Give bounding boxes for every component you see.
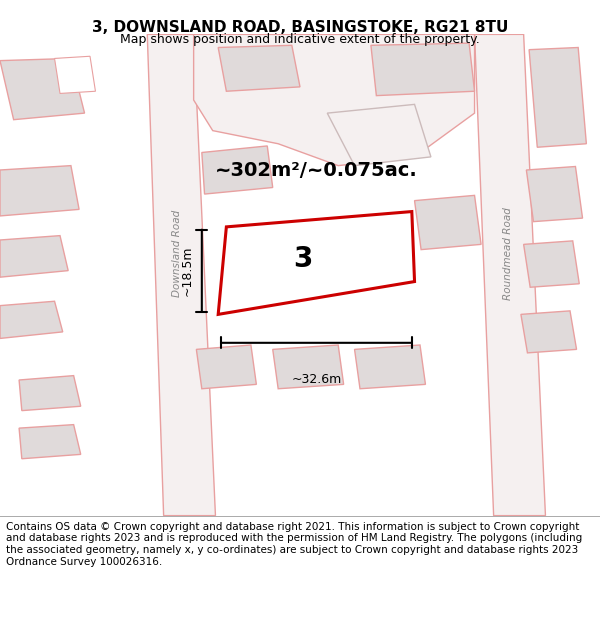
Polygon shape (475, 34, 545, 516)
Polygon shape (202, 146, 273, 194)
Polygon shape (147, 34, 215, 516)
Text: ~18.5m: ~18.5m (181, 246, 194, 296)
Polygon shape (526, 166, 583, 222)
Polygon shape (196, 345, 256, 389)
Polygon shape (194, 34, 475, 166)
Polygon shape (218, 46, 300, 91)
Polygon shape (371, 43, 475, 96)
Polygon shape (55, 56, 95, 93)
Text: Contains OS data © Crown copyright and database right 2021. This information is : Contains OS data © Crown copyright and d… (6, 522, 582, 567)
Polygon shape (19, 424, 81, 459)
Polygon shape (521, 311, 577, 353)
Text: ~32.6m: ~32.6m (291, 374, 341, 386)
Polygon shape (229, 226, 349, 301)
Text: Downsland Road: Downsland Road (172, 209, 182, 297)
Polygon shape (0, 166, 79, 216)
Polygon shape (0, 236, 68, 278)
Polygon shape (355, 345, 425, 389)
Polygon shape (273, 345, 344, 389)
Polygon shape (415, 196, 481, 249)
Text: 3: 3 (293, 244, 313, 272)
Polygon shape (327, 104, 431, 166)
Polygon shape (0, 301, 63, 339)
Polygon shape (19, 376, 81, 411)
Polygon shape (218, 211, 415, 314)
Text: Map shows position and indicative extent of the property.: Map shows position and indicative extent… (120, 32, 480, 46)
Text: 3, DOWNSLAND ROAD, BASINGSTOKE, RG21 8TU: 3, DOWNSLAND ROAD, BASINGSTOKE, RG21 8TU (92, 20, 508, 35)
Polygon shape (0, 58, 85, 120)
Polygon shape (524, 241, 579, 288)
Text: ~302m²/~0.075ac.: ~302m²/~0.075ac. (215, 161, 418, 179)
Polygon shape (529, 48, 586, 148)
Text: Roundmead Road: Roundmead Road (503, 207, 514, 299)
